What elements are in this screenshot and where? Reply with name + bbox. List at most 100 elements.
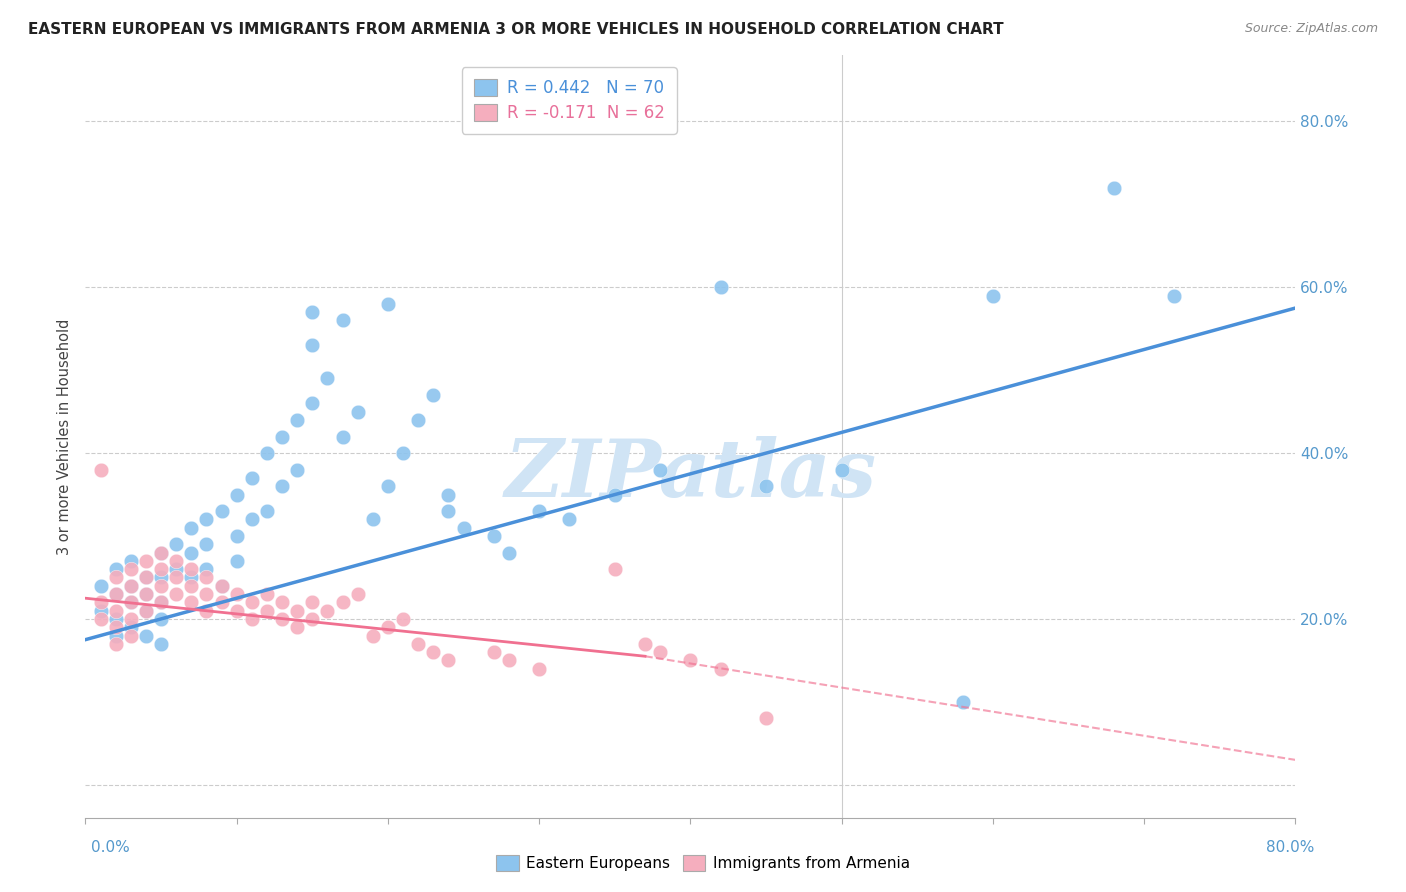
Point <box>150 546 173 560</box>
Point <box>437 487 460 501</box>
Point <box>195 562 218 576</box>
Point <box>332 429 354 443</box>
Point <box>104 570 127 584</box>
Point <box>104 562 127 576</box>
Point <box>89 463 111 477</box>
Point <box>240 512 263 526</box>
Point <box>104 587 127 601</box>
Point <box>603 562 626 576</box>
Point <box>498 653 520 667</box>
Point <box>346 405 368 419</box>
Point <box>165 537 187 551</box>
Point <box>225 529 247 543</box>
Point <box>1163 288 1185 302</box>
Point <box>498 546 520 560</box>
Text: 0.0%: 0.0% <box>91 839 131 855</box>
Point <box>104 604 127 618</box>
Point <box>377 297 399 311</box>
Point <box>361 512 384 526</box>
Text: EASTERN EUROPEAN VS IMMIGRANTS FROM ARMENIA 3 OR MORE VEHICLES IN HOUSEHOLD CORR: EASTERN EUROPEAN VS IMMIGRANTS FROM ARME… <box>28 22 1004 37</box>
Point <box>301 338 323 352</box>
Point <box>256 504 278 518</box>
Point <box>180 570 202 584</box>
Point <box>603 487 626 501</box>
Point <box>135 604 157 618</box>
Y-axis label: 3 or more Vehicles in Household: 3 or more Vehicles in Household <box>58 318 72 555</box>
Point <box>120 620 142 634</box>
Point <box>135 628 157 642</box>
Point <box>679 653 702 667</box>
Point <box>1102 181 1125 195</box>
Point <box>120 612 142 626</box>
Point <box>165 562 187 576</box>
Point <box>316 371 339 385</box>
Point <box>150 595 173 609</box>
Point <box>285 604 308 618</box>
Point <box>437 504 460 518</box>
Point <box>392 612 415 626</box>
Point <box>332 313 354 327</box>
Point <box>981 288 1004 302</box>
Point <box>150 562 173 576</box>
Point <box>195 604 218 618</box>
Point <box>180 546 202 560</box>
Point <box>422 388 444 402</box>
Point <box>180 595 202 609</box>
Point <box>271 479 294 493</box>
Point <box>89 612 111 626</box>
Point <box>120 628 142 642</box>
Point <box>120 579 142 593</box>
Point <box>180 521 202 535</box>
Point <box>211 579 233 593</box>
Point <box>225 487 247 501</box>
Point <box>135 570 157 584</box>
Point <box>135 604 157 618</box>
Text: ZIPatlas: ZIPatlas <box>505 436 876 514</box>
Point <box>150 579 173 593</box>
Point <box>211 579 233 593</box>
Point <box>755 711 778 725</box>
Point <box>195 537 218 551</box>
Point <box>634 637 657 651</box>
Point <box>150 570 173 584</box>
Point <box>650 645 672 659</box>
Point <box>240 471 263 485</box>
Point <box>527 662 550 676</box>
Point <box>332 595 354 609</box>
Point <box>316 604 339 618</box>
Point <box>135 587 157 601</box>
Legend: R = 0.442   N = 70, R = -0.171  N = 62: R = 0.442 N = 70, R = -0.171 N = 62 <box>463 67 676 134</box>
Point <box>150 612 173 626</box>
Point <box>180 562 202 576</box>
Point <box>135 554 157 568</box>
Text: Source: ZipAtlas.com: Source: ZipAtlas.com <box>1244 22 1378 36</box>
Point <box>150 546 173 560</box>
Point <box>437 653 460 667</box>
Point <box>422 645 444 659</box>
Point <box>135 570 157 584</box>
Point <box>165 554 187 568</box>
Point <box>240 595 263 609</box>
Point <box>104 620 127 634</box>
Point <box>104 628 127 642</box>
Point <box>271 612 294 626</box>
Legend: Eastern Europeans, Immigrants from Armenia: Eastern Europeans, Immigrants from Armen… <box>489 849 917 877</box>
Point <box>377 620 399 634</box>
Point <box>285 620 308 634</box>
Point <box>104 587 127 601</box>
Point <box>89 604 111 618</box>
Point <box>89 579 111 593</box>
Point <box>120 595 142 609</box>
Point <box>211 595 233 609</box>
Point <box>120 554 142 568</box>
Point <box>195 512 218 526</box>
Point <box>558 512 581 526</box>
Point <box>361 628 384 642</box>
Point <box>120 595 142 609</box>
Point <box>710 662 733 676</box>
Point <box>406 637 429 651</box>
Point <box>104 637 127 651</box>
Point <box>225 604 247 618</box>
Point <box>285 413 308 427</box>
Point <box>211 504 233 518</box>
